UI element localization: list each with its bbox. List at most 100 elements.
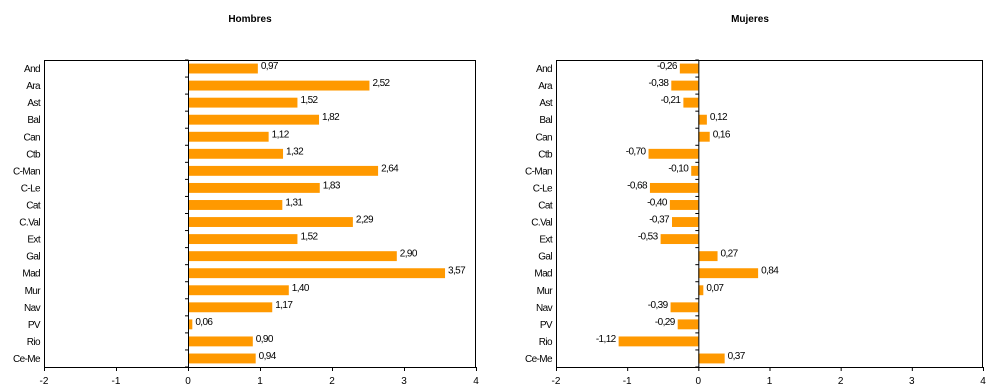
x-tick-label: -1 xyxy=(112,376,121,387)
value-label: 0,84 xyxy=(761,266,779,277)
category-label: Cat xyxy=(538,200,553,211)
x-tick-label: 3 xyxy=(401,376,407,387)
bar-cat xyxy=(188,200,283,210)
bar-mur xyxy=(698,285,704,296)
bar-rio xyxy=(188,336,253,347)
value-label: -0,40 xyxy=(647,197,668,208)
category-label: Rio xyxy=(27,337,41,348)
category-label: Ce-Me xyxy=(525,354,553,365)
category-label: Mad xyxy=(534,269,552,280)
value-label: -0,39 xyxy=(648,300,669,311)
category-label: Mad xyxy=(22,269,40,280)
x-tick-label: 3 xyxy=(909,376,915,387)
category-label: PV xyxy=(540,320,553,331)
bar-ctb xyxy=(648,148,699,159)
category-label: Cat xyxy=(26,200,41,211)
value-label: -0,38 xyxy=(648,78,669,89)
bar-rio xyxy=(618,336,699,347)
value-label: 1,83 xyxy=(323,180,341,191)
bar-pv xyxy=(188,319,193,330)
value-label: -0,70 xyxy=(626,146,647,157)
chart-title: Hombres xyxy=(228,14,272,25)
x-tick-label: 0 xyxy=(696,376,702,387)
x-tick-label: 0 xyxy=(185,376,191,387)
value-label: 2,64 xyxy=(381,163,399,174)
bar-mad xyxy=(698,268,759,279)
category-label: And xyxy=(24,64,40,75)
category-label: Mur xyxy=(537,286,554,297)
category-label: Ara xyxy=(538,81,553,92)
bar-ast xyxy=(683,97,699,108)
value-label: 1,31 xyxy=(285,197,303,208)
category-label: Mur xyxy=(25,286,42,297)
category-label: Can xyxy=(23,132,40,143)
category-label: Ce-Me xyxy=(13,354,41,365)
category-label: Ctb xyxy=(538,149,553,160)
value-label: 0,97 xyxy=(261,61,279,72)
x-tick-label: 2 xyxy=(838,376,844,387)
category-label: C.Val xyxy=(531,218,552,229)
category-label: Ctb xyxy=(26,149,41,160)
x-tick-label: -2 xyxy=(552,376,561,387)
chart-mujeres: Mujeres And -0,26 Ara -0,38 Ast -0,21 Bal 0,12 Ca… xyxy=(525,14,986,387)
value-label: -0,53 xyxy=(638,232,659,243)
category-label: Nav xyxy=(536,303,553,314)
x-tick-label: 2 xyxy=(329,376,335,387)
category-label: C-Le xyxy=(21,183,41,194)
category-label: And xyxy=(536,64,552,75)
value-label: -1,12 xyxy=(596,334,617,345)
chart-hombres: Hombres And 0,97 Ara 2,52 Ast 1,52 Bal 1,82 Can 1,… xyxy=(13,14,479,387)
x-tick-label: 4 xyxy=(980,376,986,387)
value-label: 1,52 xyxy=(300,232,318,243)
value-label: 2,29 xyxy=(356,215,374,226)
value-label: 0,16 xyxy=(713,129,731,140)
bar-pv xyxy=(677,319,699,330)
bar-ext xyxy=(188,234,298,245)
plot-area-frame xyxy=(556,60,983,368)
bar-and xyxy=(679,63,699,74)
category-label: C-Man xyxy=(525,166,552,177)
value-label: 1,40 xyxy=(292,283,310,294)
category-label: Gal xyxy=(538,252,552,263)
x-tick-label: 1 xyxy=(767,376,773,387)
value-label: 0,07 xyxy=(706,283,724,294)
x-tick-label: 4 xyxy=(473,376,479,387)
bar-cval xyxy=(188,217,353,227)
value-label: 1,17 xyxy=(275,300,293,311)
bar-gal xyxy=(188,251,397,262)
value-label: -0,37 xyxy=(649,215,670,226)
value-label: 3,57 xyxy=(448,266,466,277)
bar-bal xyxy=(188,114,320,125)
bar-ext xyxy=(660,234,699,245)
bar-ctb xyxy=(188,148,284,159)
category-label: Nav xyxy=(24,303,41,314)
category-label: C-Man xyxy=(13,166,40,177)
x-tick-label: 1 xyxy=(257,376,263,387)
bar-cman xyxy=(691,165,699,176)
bar-bal xyxy=(698,114,707,125)
value-label: 1,12 xyxy=(272,129,290,140)
bar-cat xyxy=(669,200,699,210)
value-label: 1,82 xyxy=(322,112,340,123)
bar-ara xyxy=(671,80,699,91)
value-label: 0,94 xyxy=(259,351,277,362)
category-label: C-Le xyxy=(533,183,553,194)
category-label: Ext xyxy=(539,235,552,246)
category-label: Bal xyxy=(27,115,40,126)
x-tick-label: -1 xyxy=(623,376,632,387)
bar-mad xyxy=(188,268,446,279)
value-label: -0,26 xyxy=(657,61,678,72)
category-label: Ext xyxy=(27,235,40,246)
bar-cval xyxy=(672,217,699,227)
bar-nav xyxy=(188,302,273,313)
value-label: 0,27 xyxy=(721,249,739,260)
category-label: Bal xyxy=(539,115,552,126)
category-label: C.Val xyxy=(19,218,40,229)
value-label: -0,21 xyxy=(661,95,682,106)
bar-can xyxy=(188,131,269,142)
bar-ara xyxy=(188,80,370,91)
bar-ast xyxy=(188,97,298,108)
value-label: 0,06 xyxy=(195,317,213,328)
bar-cle xyxy=(649,182,699,193)
